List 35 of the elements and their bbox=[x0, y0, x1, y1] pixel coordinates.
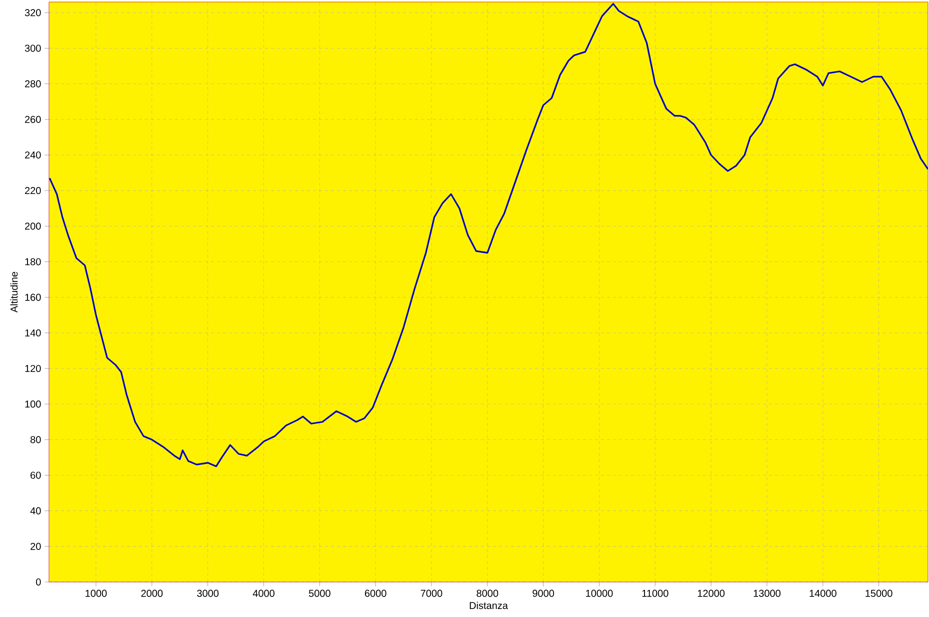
x-axis-title: Distanza bbox=[470, 602, 508, 610]
x-tick-label: 6000 bbox=[364, 590, 386, 597]
x-tick-label: 5000 bbox=[308, 590, 330, 597]
line-series bbox=[49, 2, 928, 468]
x-tick-label: 1000 bbox=[86, 590, 107, 597]
y-tick-label: 260 bbox=[25, 116, 41, 123]
y-tick-label: 240 bbox=[25, 151, 41, 159]
y-tick-label: 100 bbox=[25, 400, 41, 408]
y-tick-label: 40 bbox=[30, 507, 41, 514]
y-tick-label: 220 bbox=[25, 187, 41, 194]
y-tick-label: 140 bbox=[25, 329, 41, 336]
y-tick-label: 200 bbox=[25, 222, 41, 230]
x-tick-label: 13000 bbox=[754, 590, 780, 597]
x-tick-label: 7000 bbox=[420, 590, 442, 597]
y-tick-label: 120 bbox=[25, 364, 41, 372]
y-tick-label: 20 bbox=[30, 542, 41, 550]
x-tick-label: 2000 bbox=[141, 590, 163, 597]
y-tick-label: 180 bbox=[25, 258, 41, 266]
y-tick-label: 280 bbox=[25, 80, 41, 88]
x-tick-label: 8000 bbox=[476, 590, 498, 597]
y-tick-label: 300 bbox=[24, 44, 41, 52]
y-tick-label: 160 bbox=[25, 294, 41, 301]
y-tick-label: 80 bbox=[30, 436, 41, 444]
x-tick-label: 4000 bbox=[252, 590, 274, 597]
y-tick-label: 0 bbox=[36, 578, 41, 586]
y-tick-label: 60 bbox=[30, 472, 41, 479]
x-tick-label: 15000 bbox=[866, 590, 892, 597]
x-tick-label: 12000 bbox=[698, 590, 725, 597]
x-tick-label: 9000 bbox=[532, 590, 554, 597]
y-tick-label: 320 bbox=[24, 9, 41, 16]
x-tick-label: 11000 bbox=[642, 590, 668, 597]
x-tick-label: 14000 bbox=[810, 590, 836, 597]
y-axis-title: Altitudine bbox=[10, 272, 18, 313]
x-tick-label: 3000 bbox=[197, 590, 219, 597]
x-tick-label: 10000 bbox=[586, 590, 613, 597]
